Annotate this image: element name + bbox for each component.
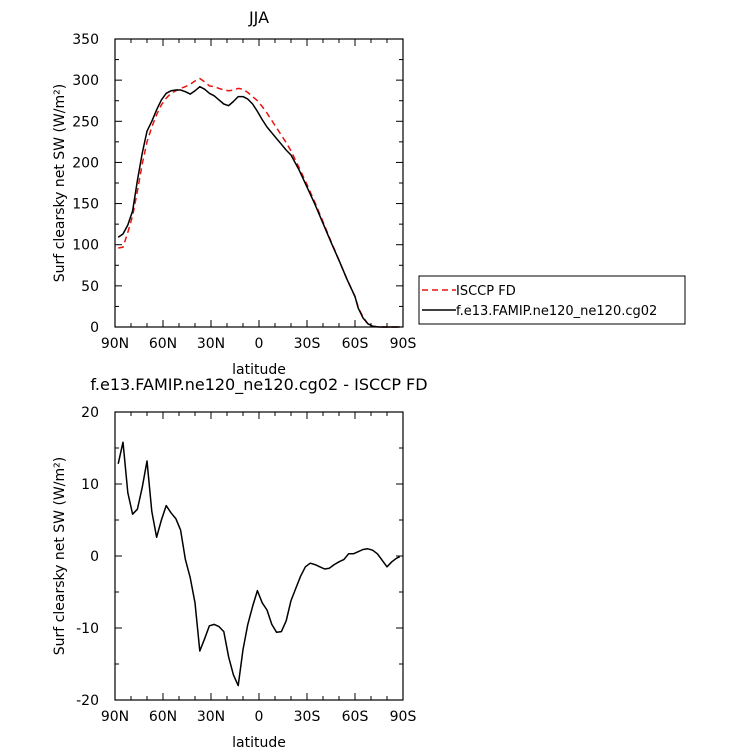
x-tick-label: 60N xyxy=(149,709,177,725)
y-tick-label: 0 xyxy=(90,320,99,336)
y-tick-label: 300 xyxy=(72,73,99,89)
bottom-panel: f.e13.FAMIP.ne120_ne120.cg02 - ISCCP FD … xyxy=(52,375,428,751)
x-tick-label: 30N xyxy=(197,336,225,352)
x-tick-label: 30S xyxy=(294,709,321,725)
bottom-y-axis-label: Surf clearsky net SW (W/m²) xyxy=(52,457,68,655)
y-tick-label: 250 xyxy=(72,114,99,130)
bottom-x-tick-labels: 90N 60N 30N 0 30S 60S 90S xyxy=(101,709,417,725)
x-tick-label: 0 xyxy=(255,709,264,725)
x-tick-label: 60S xyxy=(342,336,369,352)
y-tick-label: 0 xyxy=(90,549,99,565)
series-line-isccp xyxy=(118,77,400,328)
y-tick-label: 10 xyxy=(81,477,99,493)
x-tick-label: 90S xyxy=(390,336,417,352)
x-tick-label: 90N xyxy=(101,709,129,725)
top-panel: JJA 90N 60N 30N 0 30S 60S 90S 0 50 100 150 200 250 3… xyxy=(52,8,416,378)
legend-label-isccp: ISCCP FD xyxy=(456,284,516,299)
x-tick-label: 60S xyxy=(342,709,369,725)
top-chart-title: JJA xyxy=(248,8,269,27)
y-tick-label: 20 xyxy=(81,405,99,421)
top-x-tick-labels: 90N 60N 30N 0 30S 60S 90S xyxy=(101,336,417,352)
x-tick-label: 90N xyxy=(101,336,129,352)
y-tick-label: -10 xyxy=(76,621,99,637)
series-line-model xyxy=(117,85,400,328)
x-tick-label: 90S xyxy=(390,709,417,725)
y-tick-label: 200 xyxy=(72,155,99,171)
y-tick-label: 350 xyxy=(72,32,99,48)
y-tick-label: 150 xyxy=(72,197,99,213)
top-plot-frame xyxy=(114,38,404,328)
x-tick-label: 0 xyxy=(255,336,264,352)
legend: ISCCP FD f.e13.FAMIP.ne120_ne120.cg02 xyxy=(418,275,686,325)
top-series-group xyxy=(117,77,400,328)
y-tick-label: 50 xyxy=(81,279,99,295)
series-line-difference xyxy=(117,441,401,687)
bottom-y-tick-labels: -20 -10 0 10 20 xyxy=(76,405,99,709)
bottom-series-group xyxy=(117,441,401,687)
x-tick-label: 60N xyxy=(149,336,177,352)
x-tick-label: 30N xyxy=(197,709,225,725)
x-tick-label: 30S xyxy=(294,336,321,352)
bottom-chart-title: f.e13.FAMIP.ne120_ne120.cg02 - ISCCP FD xyxy=(90,375,427,395)
top-axis-ticks xyxy=(114,38,404,328)
legend-label-model: f.e13.FAMIP.ne120_ne120.cg02 xyxy=(456,304,657,319)
y-tick-label: -20 xyxy=(76,693,99,709)
top-y-tick-labels: 0 50 100 150 200 250 300 350 xyxy=(72,32,99,336)
bottom-axis-ticks xyxy=(114,411,404,701)
top-y-axis-label: Surf clearsky net SW (W/m²) xyxy=(52,84,68,282)
y-tick-label: 100 xyxy=(72,238,99,254)
legend-box xyxy=(418,275,686,325)
top-x-axis-label: latitude xyxy=(232,362,286,378)
bottom-plot-frame xyxy=(114,411,404,701)
bottom-x-axis-label: latitude xyxy=(232,735,286,751)
